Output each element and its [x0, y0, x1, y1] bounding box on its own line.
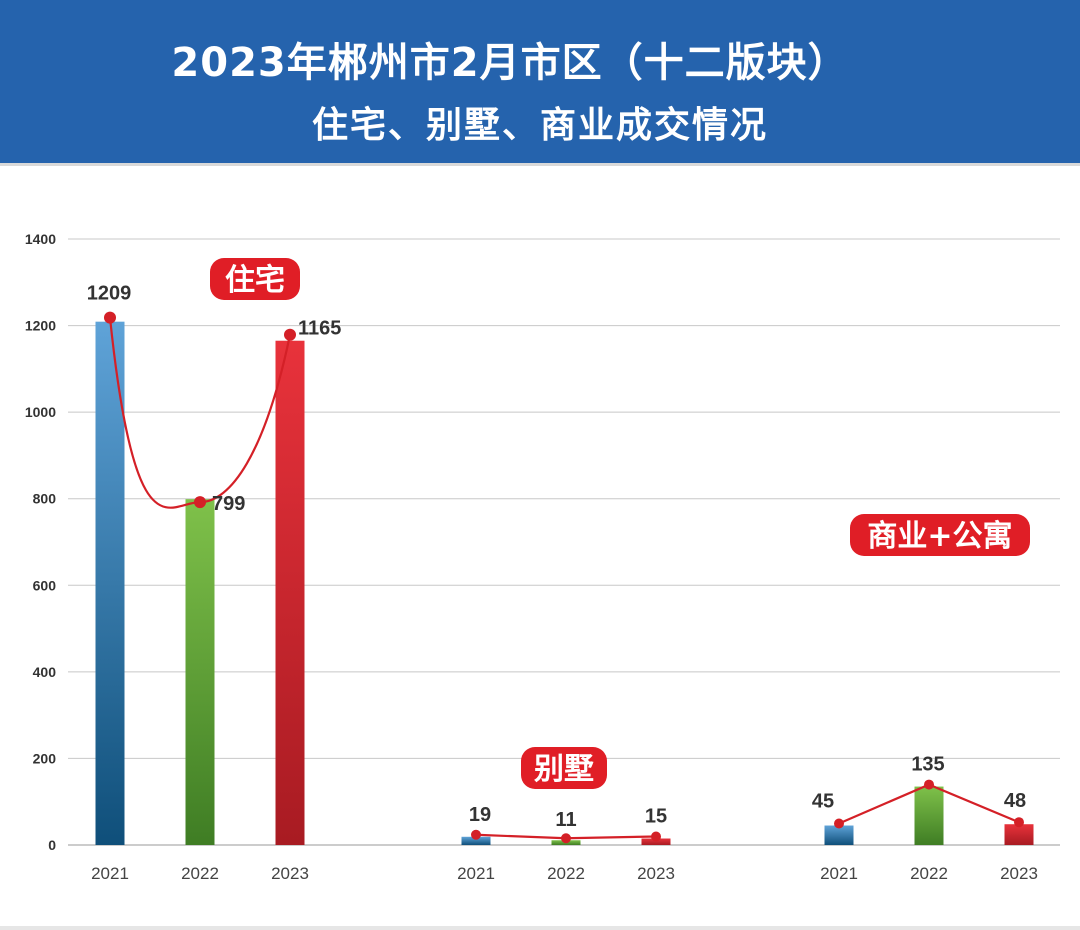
group-label-badge — [850, 514, 1030, 556]
group-label: 别墅 — [534, 752, 594, 787]
data-label: 135 — [911, 754, 944, 776]
bar-2022 — [914, 786, 944, 845]
bar-2021 — [95, 321, 125, 845]
y-tick-label: 400 — [33, 664, 57, 680]
y-tick-label: 800 — [33, 491, 57, 507]
trend-point — [924, 779, 934, 790]
bar-2023 — [275, 340, 305, 845]
trend-line — [108, 317, 292, 509]
y-tick-label: 0 — [48, 837, 56, 853]
trend-point — [834, 818, 844, 829]
x-tick-label: 2023 — [271, 864, 309, 883]
x-tick-label: 2022 — [181, 864, 219, 883]
data-label: 48 — [1004, 790, 1026, 812]
x-tick-label: 2023 — [637, 864, 675, 883]
data-label: 15 — [645, 806, 667, 828]
data-label: 19 — [469, 804, 491, 826]
y-tick-label: 1200 — [25, 318, 56, 334]
x-tick-label: 2021 — [820, 864, 858, 883]
chart-title-line1: 2023年郴州市2月市区（十二版块） — [171, 40, 849, 86]
chart-title-line2: 住宅、别墅、商业成交情况 — [0, 96, 1080, 148]
trend-point — [284, 328, 296, 341]
bar-2023 — [641, 838, 671, 845]
x-tick-label: 2022 — [910, 864, 948, 883]
trend-point — [561, 833, 571, 844]
x-tick-label: 2021 — [91, 864, 129, 883]
group-label-badge — [210, 258, 300, 300]
trend-point — [104, 311, 116, 324]
bar-2021 — [824, 825, 854, 845]
trend-point — [1014, 817, 1024, 828]
x-tick-label: 2022 — [547, 864, 585, 883]
y-tick-label: 200 — [33, 750, 57, 766]
data-label: 45 — [812, 791, 834, 813]
data-label: 1165 — [298, 318, 341, 340]
x-tick-label: 2021 — [457, 864, 495, 883]
data-label: 1209 — [87, 283, 132, 305]
data-label: 11 — [555, 809, 576, 831]
bar-2022 — [185, 499, 215, 845]
y-tick-label: 600 — [33, 577, 57, 593]
group-label: 商业+公寓 — [867, 519, 1012, 554]
y-tick-label: 1400 — [25, 231, 56, 247]
trend-point — [471, 829, 481, 840]
y-tick-label: 1000 — [25, 404, 56, 420]
bar-2023 — [1004, 824, 1034, 845]
trend-point — [651, 831, 661, 842]
group-label: 住宅 — [225, 263, 285, 298]
data-label: 799 — [212, 493, 245, 515]
group-label-badge — [521, 747, 607, 789]
chart-title-line2-text: 住宅、别墅、商业成交情况 — [311, 105, 768, 146]
trend-point — [194, 496, 206, 509]
bar-2021 — [461, 836, 491, 845]
chart-header: 2023年郴州市2月市区（十二版块） 住宅、别墅、商业成交情况 — [0, 0, 1080, 166]
footer-divider — [0, 926, 1080, 930]
x-tick-label: 2023 — [1000, 864, 1038, 883]
